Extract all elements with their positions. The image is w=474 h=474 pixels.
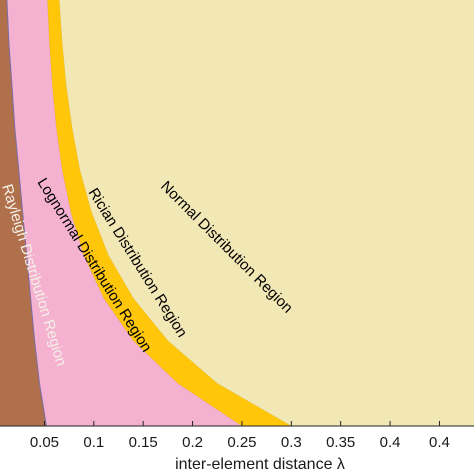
x-tick-label: 0.4: [429, 434, 450, 451]
x-axis: 0.05 0.1 0.15 0.2 0.25 0.3 0.35 0.4 0.4: [0, 421, 474, 451]
region-boundary-line: [47, 0, 243, 427]
x-tick-label: 0.3: [281, 434, 302, 451]
x-tick-label: 0.2: [182, 434, 203, 451]
region-boundary-line: [59, 0, 292, 427]
rayleigh-distribution-region-area: [0, 0, 47, 426]
x-tick-label: 0.4: [380, 434, 401, 451]
x-tick-label: 0.1: [83, 434, 104, 451]
x-tick-label: 0.35: [326, 434, 355, 451]
x-tick-label: 0.05: [30, 434, 59, 451]
x-tick-label: 0.25: [227, 434, 256, 451]
x-axis-title: inter-element distance λ: [175, 456, 345, 473]
regions-layer: [0, 0, 474, 427]
lognormal-distribution-region-area: [0, 0, 242, 426]
x-tick-label: 0.15: [129, 434, 158, 451]
region-boundary-line: [6, 0, 47, 427]
